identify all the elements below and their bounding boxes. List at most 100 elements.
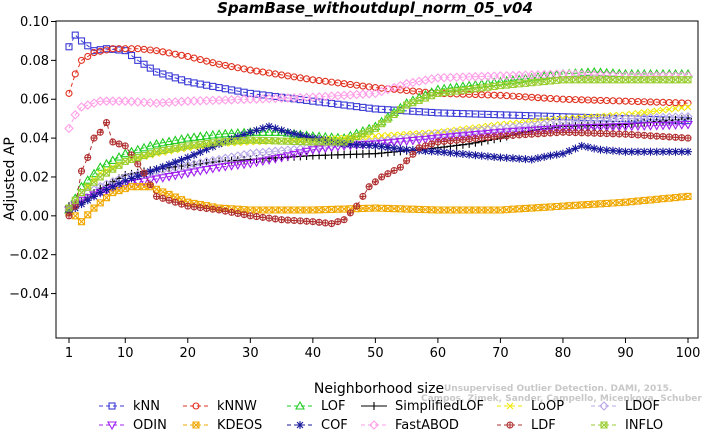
x-axis-label: Neighborhood size <box>314 381 444 397</box>
data-point <box>576 69 587 80</box>
legend-item: SimplifiedLOF <box>361 399 484 414</box>
data-point <box>664 121 675 131</box>
data-point <box>459 86 467 94</box>
data-point <box>464 80 475 90</box>
data-point <box>672 105 679 112</box>
data-point <box>246 128 255 137</box>
data-point <box>71 202 79 210</box>
data-point <box>290 129 299 138</box>
data-point <box>257 127 268 136</box>
data-point <box>546 77 554 85</box>
data-point <box>240 130 249 139</box>
data-point <box>165 196 173 204</box>
data-point <box>646 147 655 156</box>
series-line <box>68 186 689 223</box>
data-point <box>246 212 254 220</box>
data-point <box>482 78 493 87</box>
data-point <box>146 181 154 189</box>
data-point <box>628 131 636 139</box>
data-point <box>595 123 606 133</box>
data-point <box>109 165 117 173</box>
data-point <box>146 64 154 72</box>
credit-line-2: Campos, Zimek, Sander, Campello, Micenko… <box>421 394 702 404</box>
data-point <box>159 194 167 202</box>
data-point <box>209 205 217 213</box>
data-point <box>470 79 481 89</box>
legend-label: kNN <box>133 399 160 414</box>
data-point <box>489 129 500 138</box>
data-point <box>140 152 148 160</box>
data-point <box>121 47 129 55</box>
data-point <box>296 131 305 140</box>
data-point <box>102 119 111 127</box>
legend-label: LDF <box>531 418 556 433</box>
data-point <box>620 122 631 132</box>
data-point <box>684 99 692 107</box>
data-point <box>71 31 79 39</box>
data-point <box>308 134 317 143</box>
data-point <box>459 136 467 144</box>
data-point <box>515 154 524 163</box>
data-point <box>609 130 617 138</box>
data-point <box>465 150 474 159</box>
data-point <box>633 122 643 132</box>
data-point <box>433 147 442 156</box>
data-point <box>678 76 686 84</box>
x-tick-label: 100 <box>676 346 701 361</box>
data-point <box>127 174 136 183</box>
data-point <box>457 81 468 90</box>
legend-item: ODIN <box>99 418 167 433</box>
legend-label: LOF <box>321 399 346 414</box>
data-point <box>96 188 105 197</box>
data-point <box>678 193 686 201</box>
data-point <box>570 124 581 134</box>
data-point <box>452 149 461 158</box>
y-tick-label: 0.06 <box>20 93 49 108</box>
data-point <box>653 107 661 115</box>
data-point <box>109 188 117 197</box>
data-point <box>514 74 525 83</box>
data-point <box>640 147 649 156</box>
data-point <box>515 131 523 139</box>
data-point <box>240 211 248 219</box>
data-point <box>132 144 143 154</box>
data-point <box>627 147 636 156</box>
data-point <box>409 150 417 158</box>
data-point <box>139 142 149 152</box>
data-point <box>134 56 142 64</box>
data-point <box>171 144 179 152</box>
data-point <box>565 202 573 210</box>
data-point <box>170 135 181 144</box>
data-point <box>84 52 92 61</box>
data-point <box>108 402 116 410</box>
data-point <box>346 135 354 143</box>
data-point <box>596 129 605 137</box>
data-point <box>583 143 592 152</box>
data-point <box>126 96 137 107</box>
data-point <box>608 123 618 132</box>
data-point <box>671 115 680 124</box>
data-point <box>583 67 593 76</box>
data-point <box>207 164 218 174</box>
data-point <box>152 165 161 174</box>
data-point <box>77 218 86 226</box>
data-point <box>558 149 567 158</box>
data-point <box>209 139 217 147</box>
data-point <box>371 178 379 186</box>
data-point <box>115 187 123 195</box>
data-point <box>121 176 130 185</box>
data-point <box>395 138 406 147</box>
y-tick-label: −0.02 <box>9 248 49 263</box>
y-axis: −0.04 −0.02 0.00 0.02 0.04 0.06 0.08 0.10 <box>9 15 56 302</box>
data-point <box>501 128 512 137</box>
data-point <box>220 128 231 138</box>
data-point <box>520 73 531 83</box>
legend-item: INFLO <box>591 418 663 433</box>
data-point <box>521 131 529 139</box>
legend-label: FastABOD <box>395 418 459 433</box>
data-point <box>421 142 429 150</box>
series-ldf <box>65 119 692 228</box>
data-point <box>109 163 117 171</box>
data-point <box>71 196 79 204</box>
data-point <box>264 127 275 136</box>
